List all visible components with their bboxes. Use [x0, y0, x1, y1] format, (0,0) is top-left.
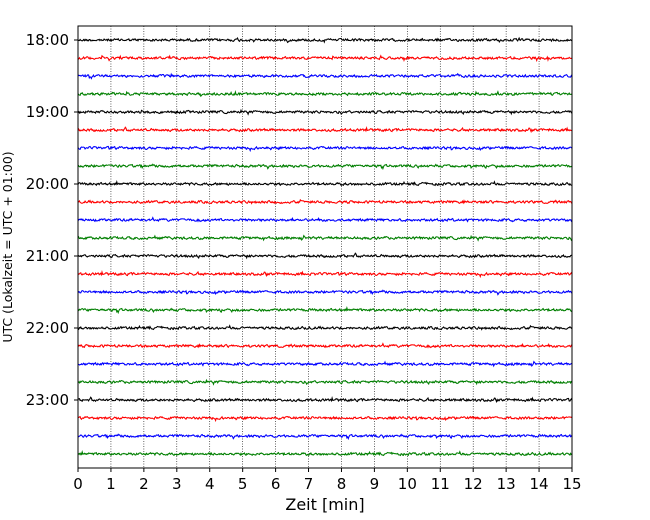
- x-tick-label: 2: [139, 475, 149, 493]
- x-tick-label: 6: [271, 475, 281, 493]
- trace-1800: [77, 36, 573, 44]
- x-tick-label: 11: [431, 475, 450, 493]
- x-tick-label: 5: [238, 475, 248, 493]
- x-axis-label: Zeit [min]: [285, 495, 364, 514]
- trace-2200: [77, 324, 573, 331]
- x-tick-label: 1: [106, 475, 116, 493]
- plot-frame: [77, 25, 573, 469]
- trace-2300: [77, 395, 573, 404]
- y-tick-label: 21:00: [26, 247, 69, 265]
- trace-1930: [77, 145, 573, 153]
- y-tick-label: 19:00: [26, 103, 69, 121]
- y-axis-label: UTC (Lokalzeit = UTC + 01:00): [0, 151, 15, 342]
- x-tick-label: 9: [370, 475, 380, 493]
- trace-2030: [77, 216, 573, 223]
- trace-2230: [77, 360, 573, 368]
- x-axis-ticks: 0 1 2 3 4 5 6 7 8 9 10 11 12 13 14 15: [73, 468, 582, 493]
- trace-1945: [77, 163, 573, 171]
- x-tick-label: 3: [172, 475, 182, 493]
- y-tick-label: 22:00: [26, 319, 69, 337]
- x-tick-label: 10: [398, 475, 417, 493]
- trace-2015: [77, 198, 573, 205]
- trace-2245: [77, 378, 573, 386]
- trace-2330: [77, 433, 573, 441]
- grid-lines: [110, 26, 540, 468]
- trace-1900: [77, 108, 573, 116]
- trace-1915: [77, 125, 573, 134]
- trace-1845: [77, 89, 573, 98]
- trace-2345: [77, 450, 573, 457]
- x-tick-label: 4: [205, 475, 215, 493]
- x-tick-label: 12: [464, 475, 483, 493]
- trace-2100: [77, 252, 573, 260]
- trace-2115: [77, 269, 573, 279]
- y-tick-label: 23:00: [26, 391, 69, 409]
- x-tick-label: 8: [337, 475, 347, 493]
- trace-2315: [77, 415, 573, 423]
- y-axis-ticks: 18:00 19:00 20:00 21:00 22:00 23:00: [26, 31, 78, 409]
- trace-2000: [77, 180, 573, 187]
- y-tick-label: 18:00: [26, 31, 69, 49]
- trace-2045: [77, 234, 573, 242]
- y-tick-label: 20:00: [26, 175, 69, 193]
- trace-1830: [77, 72, 573, 80]
- seismic-traces: [77, 36, 573, 457]
- x-tick-label: 0: [73, 475, 83, 493]
- trace-2130: [77, 289, 573, 296]
- trace-1815: [77, 54, 573, 63]
- trace-2145: [77, 306, 573, 315]
- x-tick-label: 7: [304, 475, 314, 493]
- x-tick-label: 13: [497, 475, 516, 493]
- trace-2215: [77, 342, 573, 349]
- x-tick-label: 14: [530, 475, 549, 493]
- x-tick-label: 15: [562, 475, 581, 493]
